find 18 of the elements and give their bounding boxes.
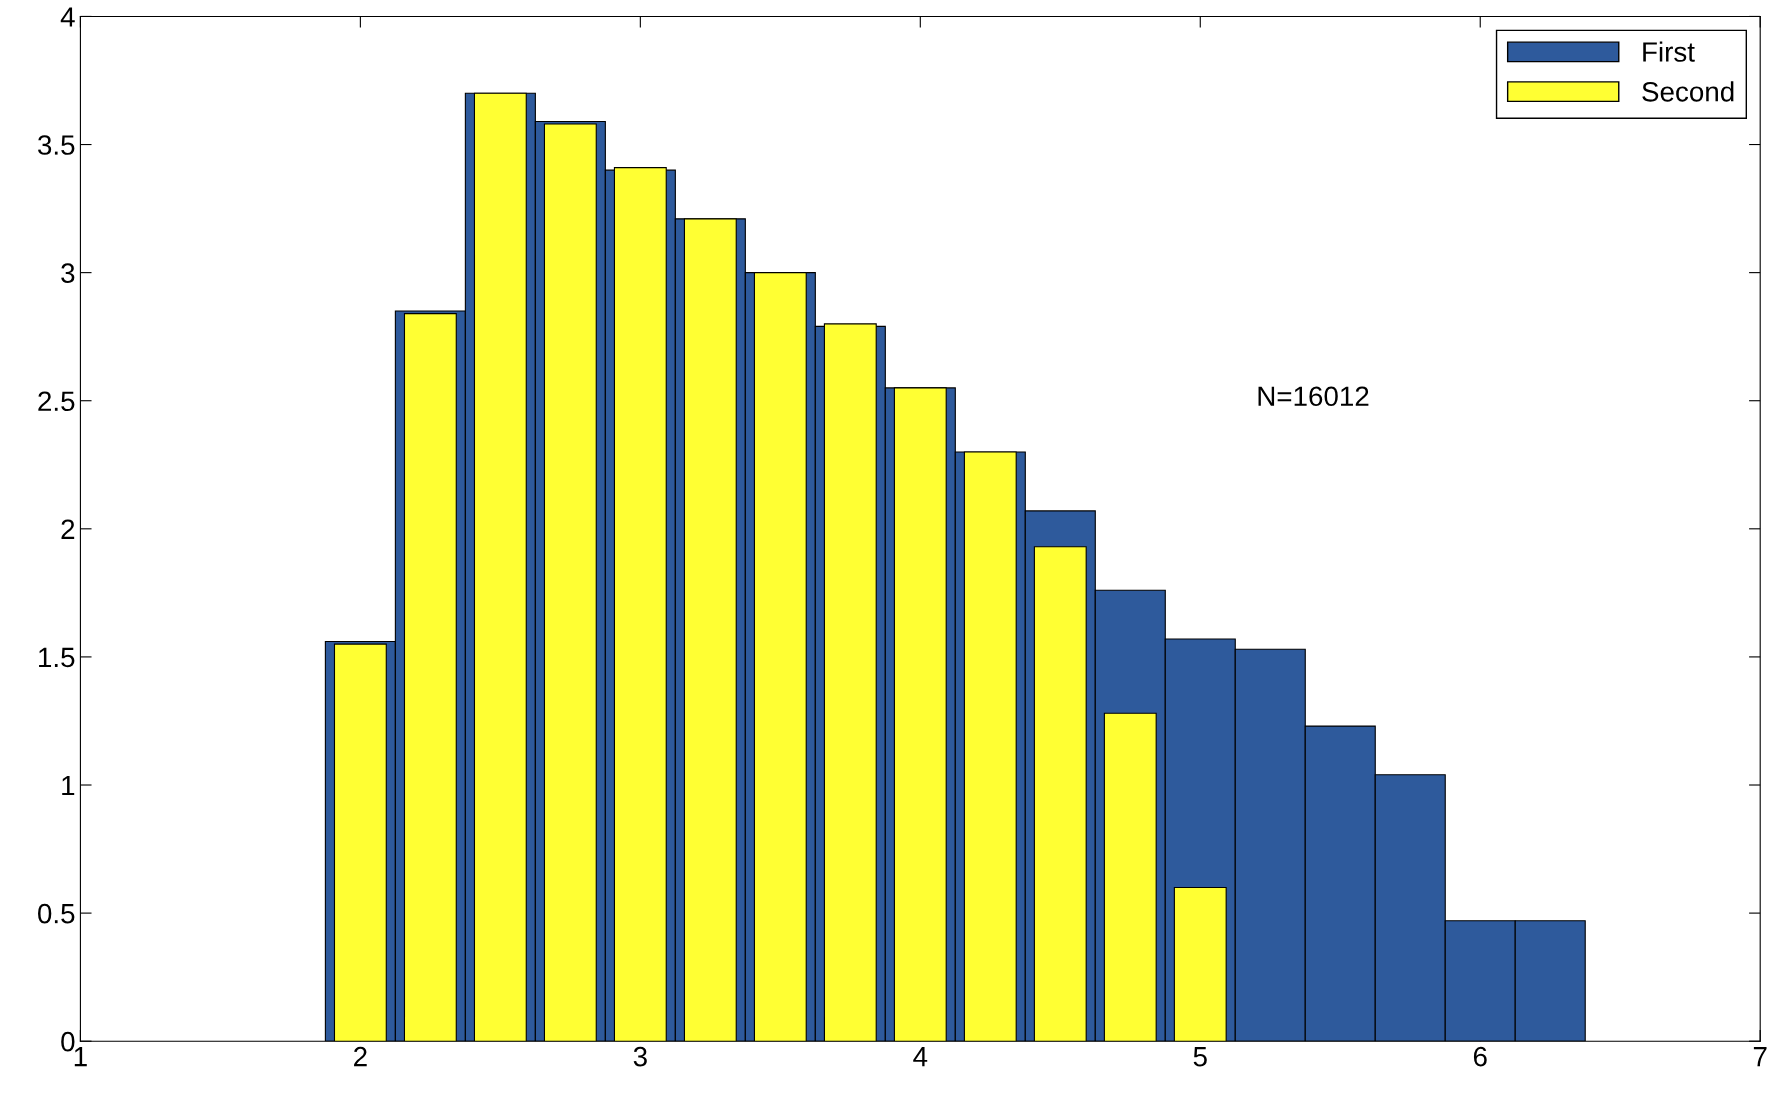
- y-tick-label: 1: [62, 775, 75, 796]
- x-tick-label: 2: [354, 1046, 367, 1067]
- y-tick-label: 3.5: [38, 135, 75, 155]
- y-tick-label: 2: [61, 519, 75, 539]
- legend-label: First: [1643, 41, 1695, 62]
- y-tick-label: 0: [61, 1031, 75, 1052]
- y-tick-label: 4: [60, 7, 75, 27]
- legend-label: Second: [1642, 81, 1734, 102]
- x-tick-label: 4: [913, 1047, 928, 1067]
- y-tick-label: 2.5: [38, 391, 75, 412]
- x-tick-label: 7: [1753, 1047, 1767, 1067]
- y-tick-label: 3: [61, 263, 75, 283]
- x-tick-label: 3: [633, 1046, 647, 1067]
- x-tick-label: 5: [1193, 1047, 1207, 1067]
- y-tick-label: 1.5: [39, 647, 75, 668]
- x-tick-label: 6: [1473, 1046, 1487, 1067]
- annotation: N=16012: [1258, 386, 1369, 407]
- y-tick-label: 0.5: [38, 903, 75, 924]
